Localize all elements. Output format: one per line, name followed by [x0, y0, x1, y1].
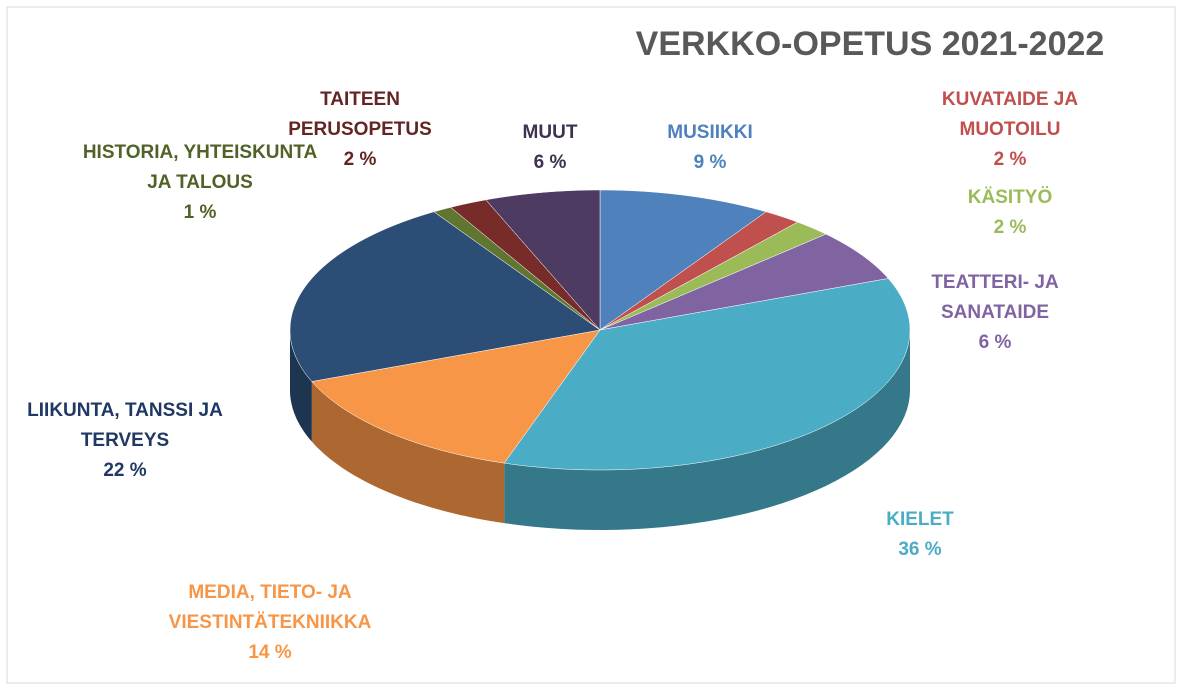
- slice-side: [504, 330, 910, 530]
- slice-side: [311, 381, 505, 524]
- label-value: 6 %: [978, 332, 1012, 353]
- data-label: KÄSITYÖ 2 %: [935, 183, 1085, 243]
- label-name: KUVATAIDE JA MUOTOILU: [941, 89, 1079, 140]
- data-label: KIELET 36 %: [845, 505, 995, 565]
- label-name: MEDIA, TIETO- JA VIESTINTÄTEKNIIKKA: [168, 582, 372, 633]
- label-value: 2 %: [993, 217, 1027, 238]
- slice: [450, 199, 601, 331]
- label-value: 1 %: [183, 202, 217, 223]
- data-label: MEDIA, TIETO- JA VIESTINTÄTEKNIIKKA 14 %: [140, 578, 400, 668]
- chart-border: [6, 6, 1176, 684]
- slice: [599, 189, 767, 331]
- label-name: MUSIIKKI: [667, 122, 753, 143]
- label-value: 9 %: [693, 152, 727, 173]
- slice-side-shade: [504, 330, 910, 530]
- slice: [289, 211, 601, 382]
- slice: [599, 221, 827, 331]
- label-name: TAITEEN PERUSOPETUS: [288, 89, 432, 140]
- slice: [485, 189, 601, 331]
- data-label: LIIKUNTA, TANSSI JA TERVEYS 22 %: [5, 396, 245, 486]
- data-label: MUSIIKKI 9 %: [635, 118, 785, 178]
- slice: [599, 233, 889, 331]
- slice-side-shade: [290, 330, 312, 442]
- label-value: 2 %: [343, 149, 377, 170]
- slice: [311, 329, 601, 464]
- slice: [599, 211, 799, 331]
- label-name: LIIKUNTA, TANSSI JA TERVEYS: [27, 400, 223, 451]
- label-value: 6 %: [533, 152, 567, 173]
- label-name: MUUT: [522, 122, 578, 143]
- slice-side: [290, 330, 312, 442]
- label-name: KÄSITYÖ: [967, 187, 1053, 208]
- label-value: 22 %: [103, 460, 147, 481]
- data-label: HISTORIA, YHTEISKUNTA JA TALOUS 1 %: [75, 138, 325, 228]
- chart-title: VERKKO-OPETUS 2021-2022: [635, 25, 1105, 63]
- data-label: MUUT 6 %: [490, 118, 610, 178]
- slice-side-shade: [311, 381, 505, 524]
- label-value: 36 %: [898, 539, 942, 560]
- data-label: TAITEEN PERUSOPETUS 2 %: [260, 85, 460, 175]
- label-name: TEATTERI- JA SANATAIDE: [931, 272, 1059, 323]
- data-label: TEATTERI- JA SANATAIDE 6 %: [895, 268, 1095, 358]
- data-label: KUVATAIDE JA MUOTOILU 2 %: [895, 85, 1125, 175]
- label-name: KIELET: [886, 509, 954, 530]
- label-value: 14 %: [248, 642, 292, 663]
- label-value: 2 %: [993, 149, 1027, 170]
- slice: [503, 278, 911, 471]
- label-name: HISTORIA, YHTEISKUNTA JA TALOUS: [82, 142, 318, 193]
